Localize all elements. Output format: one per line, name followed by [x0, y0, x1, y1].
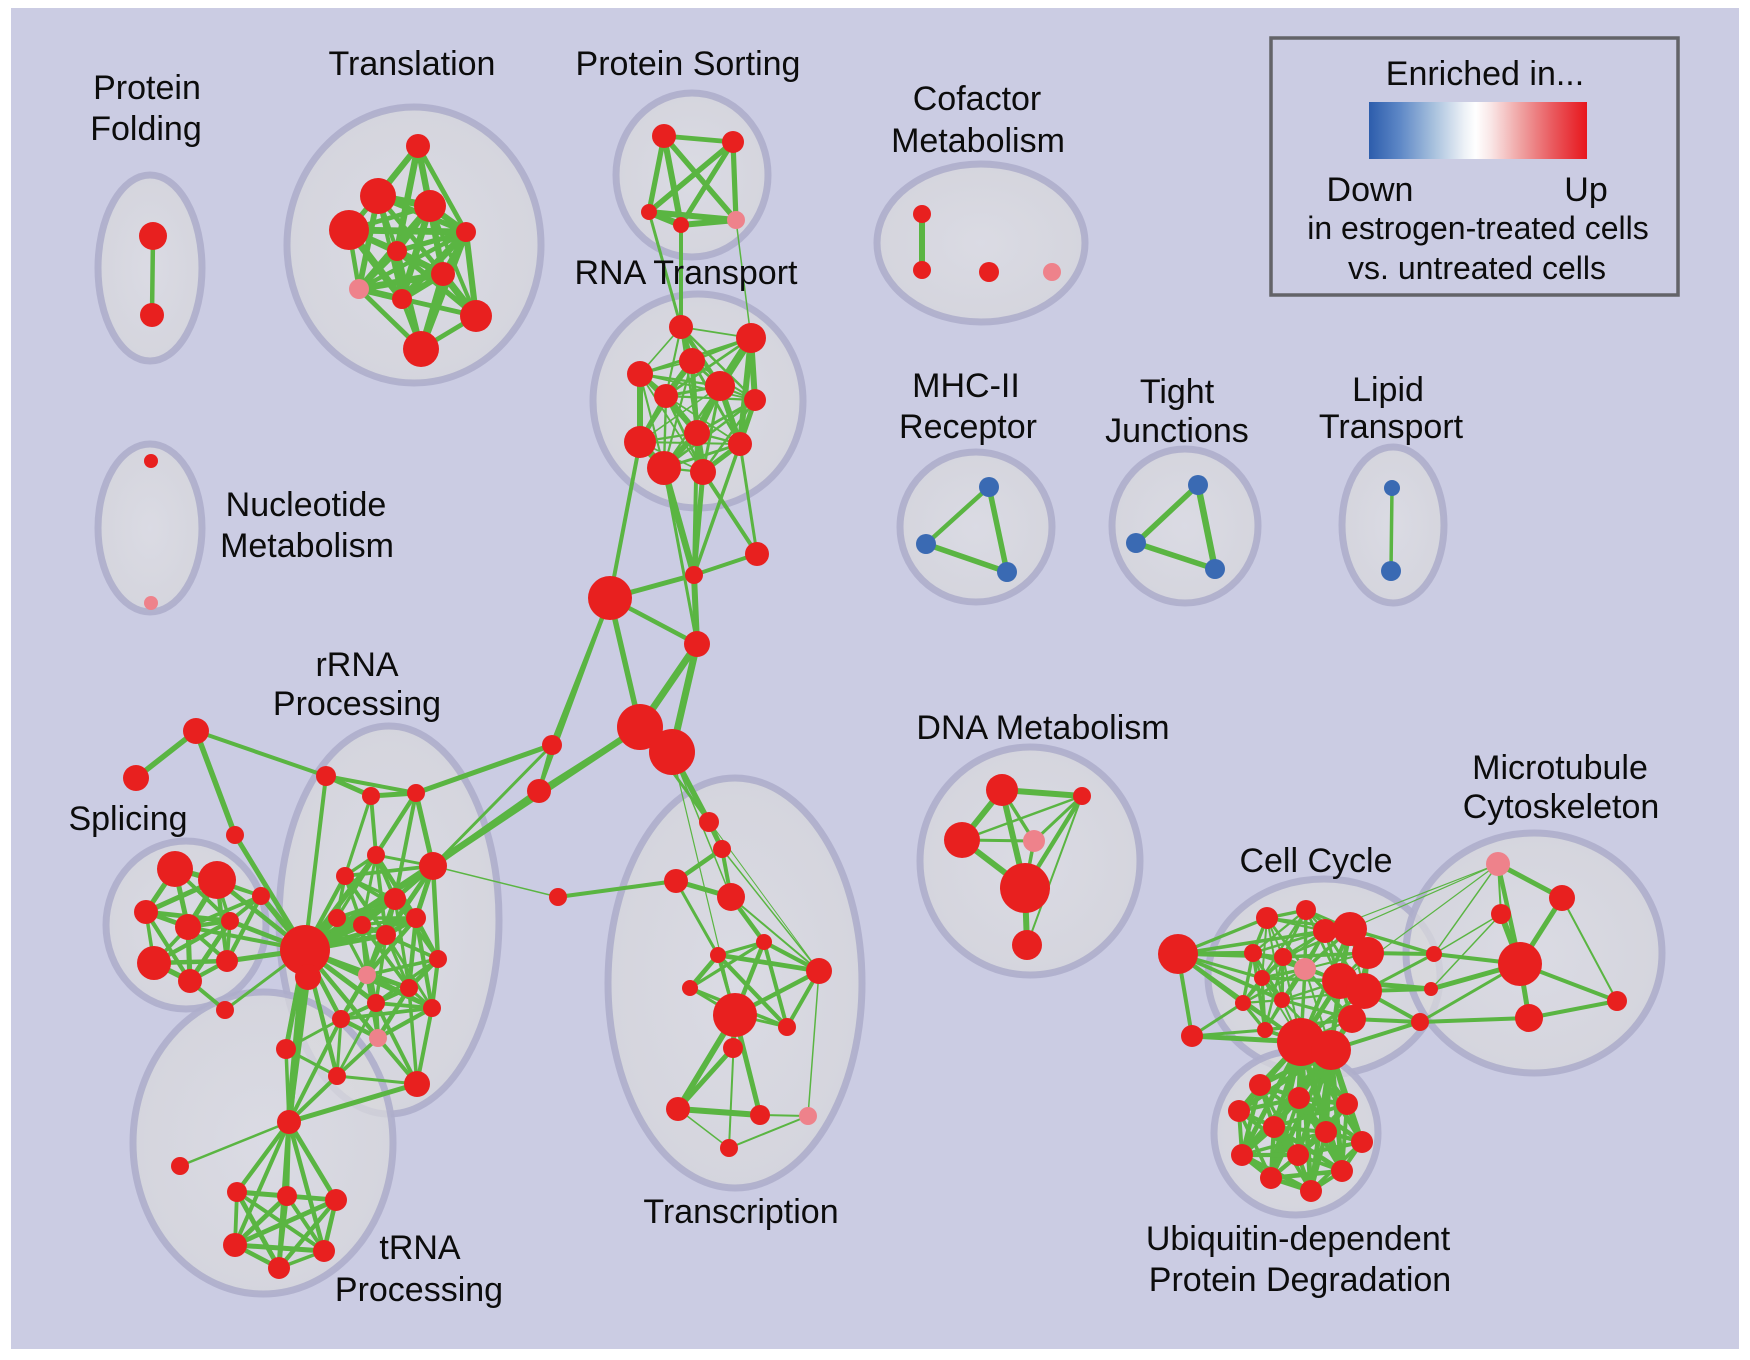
svg-text:Down: Down	[1327, 171, 1414, 209]
svg-text:Metabolism: Metabolism	[220, 527, 394, 565]
svg-text:Transcription: Transcription	[643, 1193, 838, 1231]
svg-text:Enriched in...: Enriched in...	[1386, 55, 1584, 93]
svg-text:tRNA: tRNA	[379, 1229, 461, 1267]
svg-text:DNA Metabolism: DNA Metabolism	[916, 709, 1169, 747]
svg-text:Cofactor: Cofactor	[913, 80, 1042, 118]
svg-text:Nucleotide: Nucleotide	[226, 486, 387, 524]
svg-text:Transport: Transport	[1319, 408, 1464, 446]
svg-text:Up: Up	[1564, 171, 1607, 209]
svg-text:rRNA: rRNA	[315, 646, 398, 684]
svg-text:Lipid: Lipid	[1352, 371, 1424, 409]
svg-text:Protein Sorting: Protein Sorting	[576, 45, 801, 83]
svg-text:Receptor: Receptor	[899, 408, 1037, 446]
svg-text:Processing: Processing	[273, 685, 441, 723]
svg-text:Cell Cycle: Cell Cycle	[1239, 842, 1392, 880]
svg-text:Translation: Translation	[329, 45, 496, 83]
svg-text:Processing: Processing	[335, 1271, 503, 1309]
svg-text:Folding: Folding	[90, 110, 202, 148]
svg-text:Ubiquitin-dependent: Ubiquitin-dependent	[1146, 1220, 1451, 1258]
svg-text:in estrogen-treated cells: in estrogen-treated cells	[1307, 210, 1649, 246]
svg-text:RNA Transport: RNA Transport	[575, 254, 799, 292]
svg-text:Splicing: Splicing	[68, 800, 187, 838]
svg-text:Microtubule: Microtubule	[1472, 749, 1648, 787]
svg-text:Cytoskeleton: Cytoskeleton	[1463, 788, 1660, 826]
svg-text:Protein: Protein	[93, 69, 201, 107]
svg-text:MHC-II: MHC-II	[912, 367, 1020, 405]
svg-text:Metabolism: Metabolism	[891, 122, 1065, 160]
svg-text:Tight: Tight	[1140, 373, 1215, 411]
svg-text:vs. untreated cells: vs. untreated cells	[1348, 250, 1606, 286]
svg-text:Junctions: Junctions	[1105, 412, 1249, 450]
svg-text:Protein Degradation: Protein Degradation	[1149, 1261, 1451, 1299]
